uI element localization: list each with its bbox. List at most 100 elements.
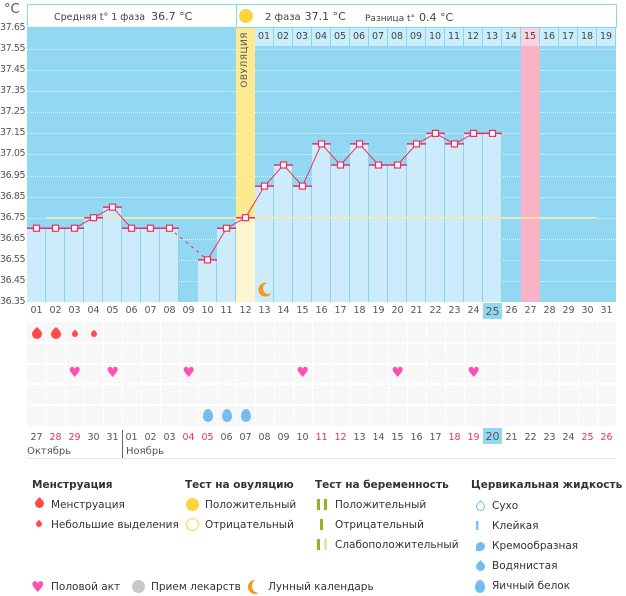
intercourse-icon[interactable]: ♥ xyxy=(182,365,196,381)
temperature-bar[interactable] xyxy=(293,186,312,302)
x-tick-label[interactable]: 10 xyxy=(201,305,214,316)
temperature-bar[interactable] xyxy=(407,143,426,302)
x-tick-label[interactable]: 25 xyxy=(483,303,502,319)
temperature-bar[interactable] xyxy=(84,217,103,302)
temperature-point[interactable] xyxy=(488,129,497,137)
x-tick-label[interactable]: 07 xyxy=(144,305,157,316)
temperature-point[interactable] xyxy=(70,224,79,232)
calendar-date[interactable]: 09 xyxy=(277,432,290,443)
x-tick-label[interactable]: 31 xyxy=(600,305,613,316)
calendar-date[interactable]: 06 xyxy=(220,432,233,443)
calendar-date[interactable]: 20 xyxy=(483,428,502,444)
temperature-point[interactable] xyxy=(146,224,155,232)
calendar-date[interactable]: 29 xyxy=(68,432,81,443)
calendar-date[interactable]: 10 xyxy=(296,432,309,443)
calendar-date[interactable]: 30 xyxy=(87,432,100,443)
spotting-drop-icon[interactable] xyxy=(70,330,79,339)
calendar-date[interactable]: 17 xyxy=(429,432,442,443)
x-tick-label[interactable]: 03 xyxy=(68,305,81,316)
x-tick-label[interactable]: 22 xyxy=(429,305,442,316)
calendar-date[interactable]: 02 xyxy=(144,432,157,443)
temperature-bar[interactable] xyxy=(350,143,369,302)
temperature-point[interactable] xyxy=(393,161,402,169)
temperature-point[interactable] xyxy=(51,224,60,232)
temperature-bar[interactable] xyxy=(122,228,141,302)
temperature-point[interactable] xyxy=(317,140,326,148)
temperature-point[interactable] xyxy=(165,224,174,232)
temperature-point[interactable] xyxy=(450,140,459,148)
calendar-date[interactable]: 31 xyxy=(106,432,119,443)
temperature-bar[interactable] xyxy=(160,228,179,302)
x-tick-label[interactable]: 15 xyxy=(296,305,309,316)
temperature-bar[interactable] xyxy=(65,228,84,302)
temperature-bar[interactable] xyxy=(274,165,293,302)
calendar-date[interactable]: 24 xyxy=(562,432,575,443)
temperature-point[interactable] xyxy=(203,256,212,264)
x-tick-label[interactable]: 26 xyxy=(505,305,518,316)
temperature-point[interactable] xyxy=(374,161,383,169)
temperature-point[interactable] xyxy=(412,140,421,148)
egg-white-icon[interactable] xyxy=(221,408,232,422)
calendar-date[interactable]: 04 xyxy=(182,432,195,443)
x-tick-label[interactable]: 14 xyxy=(277,305,290,316)
intercourse-icon[interactable]: ♥ xyxy=(68,365,82,381)
egg-white-icon[interactable] xyxy=(240,408,251,422)
calendar-date[interactable]: 01 xyxy=(125,432,138,443)
calendar-date[interactable]: 21 xyxy=(505,432,518,443)
x-tick-label[interactable]: 09 xyxy=(182,305,195,316)
temperature-point[interactable] xyxy=(260,182,269,190)
calendar-date[interactable]: 15 xyxy=(391,432,404,443)
temperature-point[interactable] xyxy=(89,214,98,222)
x-tick-label[interactable]: 28 xyxy=(543,305,556,316)
x-tick-label[interactable]: 11 xyxy=(220,305,233,316)
temperature-point[interactable] xyxy=(108,203,117,211)
x-tick-label[interactable]: 24 xyxy=(467,305,480,316)
temperature-bar[interactable] xyxy=(369,165,388,302)
calendar-date[interactable]: 07 xyxy=(239,432,252,443)
x-tick-label[interactable]: 16 xyxy=(315,305,328,316)
spotting-drop-icon[interactable] xyxy=(89,330,98,339)
x-tick-label[interactable]: 30 xyxy=(581,305,594,316)
calendar-date[interactable]: 16 xyxy=(410,432,423,443)
temperature-point[interactable] xyxy=(355,140,364,148)
temperature-point[interactable] xyxy=(241,214,250,222)
temperature-bar[interactable] xyxy=(103,207,122,302)
calendar-date[interactable]: 19 xyxy=(467,432,480,443)
temperature-bar[interactable] xyxy=(388,165,407,302)
intercourse-icon[interactable]: ♥ xyxy=(296,365,310,381)
temperature-bar[interactable] xyxy=(312,143,331,302)
x-tick-label[interactable]: 06 xyxy=(125,305,138,316)
temperature-point[interactable] xyxy=(127,224,136,232)
temperature-bar[interactable] xyxy=(255,186,274,302)
x-tick-label[interactable]: 02 xyxy=(49,305,62,316)
intercourse-icon[interactable]: ♥ xyxy=(391,365,405,381)
x-tick-label[interactable]: 29 xyxy=(562,305,575,316)
temperature-point[interactable] xyxy=(469,129,478,137)
intercourse-icon[interactable]: ♥ xyxy=(467,365,481,381)
menstruation-drop-icon[interactable] xyxy=(29,327,44,342)
x-tick-label[interactable]: 12 xyxy=(239,305,252,316)
temperature-bar[interactable] xyxy=(141,228,160,302)
calendar-date[interactable]: 05 xyxy=(201,432,214,443)
x-tick-label[interactable]: 19 xyxy=(372,305,385,316)
calendar-date[interactable]: 28 xyxy=(49,432,62,443)
temperature-bar[interactable] xyxy=(46,228,65,302)
temperature-bar[interactable] xyxy=(331,165,350,302)
x-tick-label[interactable]: 18 xyxy=(353,305,366,316)
temperature-bar[interactable] xyxy=(198,259,217,302)
temperature-point[interactable] xyxy=(336,161,345,169)
menstruation-drop-icon[interactable] xyxy=(48,327,63,342)
calendar-date[interactable]: 08 xyxy=(258,432,271,443)
temperature-point[interactable] xyxy=(279,161,288,169)
x-tick-label[interactable]: 27 xyxy=(524,305,537,316)
temperature-point[interactable] xyxy=(431,129,440,137)
temperature-point[interactable] xyxy=(298,182,307,190)
calendar-date[interactable]: 11 xyxy=(315,432,328,443)
egg-white-icon[interactable] xyxy=(202,408,213,422)
x-tick-label[interactable]: 21 xyxy=(410,305,423,316)
x-tick-label[interactable]: 05 xyxy=(106,305,119,316)
calendar-date[interactable]: 12 xyxy=(334,432,347,443)
x-tick-label[interactable]: 13 xyxy=(258,305,271,316)
x-tick-label[interactable]: 01 xyxy=(30,305,43,316)
x-tick-label[interactable]: 23 xyxy=(448,305,461,316)
